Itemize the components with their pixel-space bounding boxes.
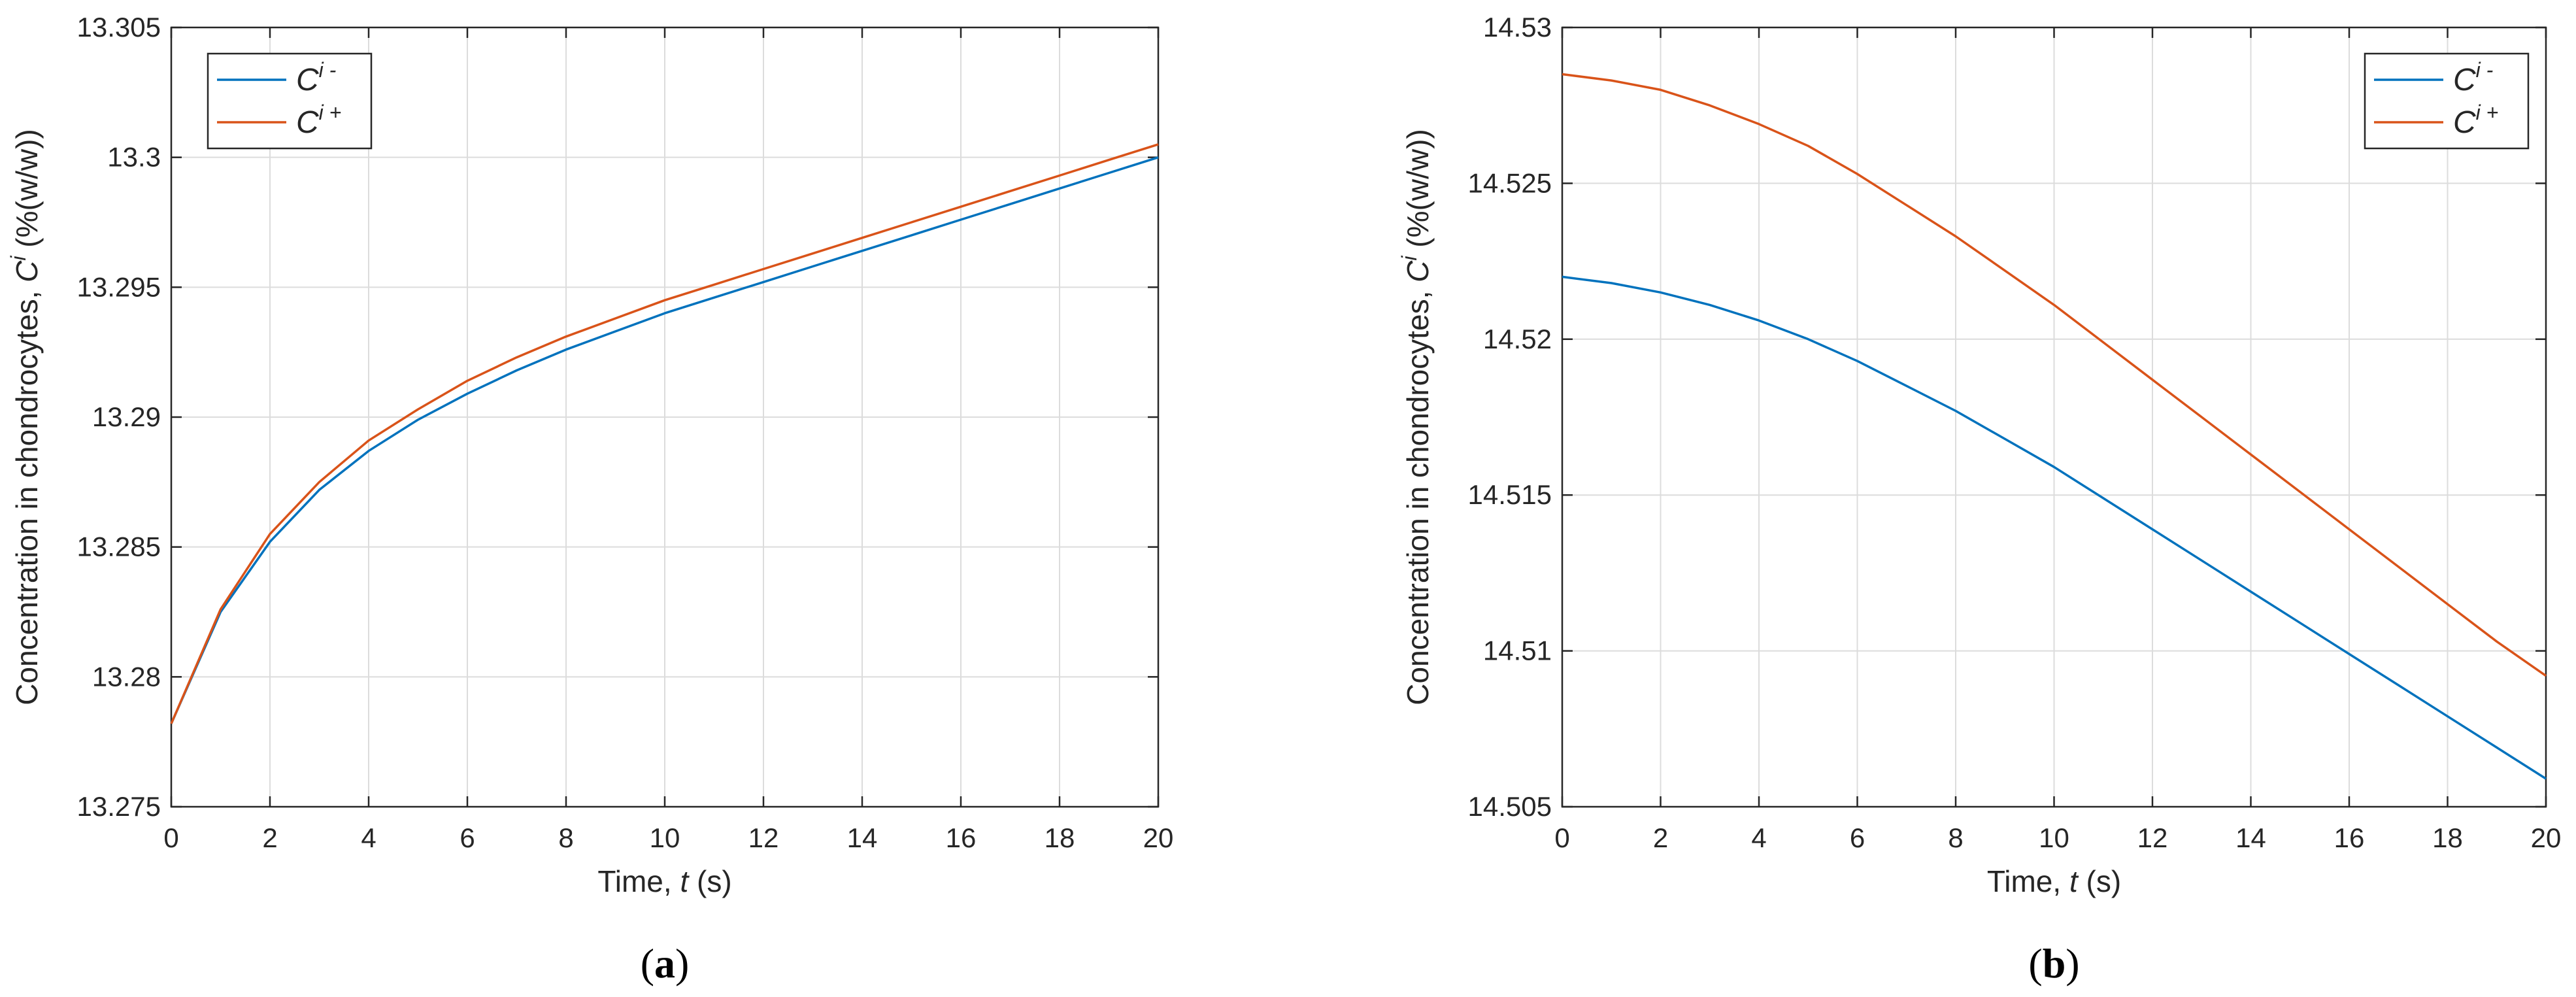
legend-entry-superscript: i - <box>2476 58 2494 82</box>
y-tick-label: 14.53 <box>1483 12 1552 42</box>
x-tick-label: 2 <box>1653 822 1668 853</box>
panel-label-letter: b <box>2043 940 2066 987</box>
legend-box <box>207 52 373 150</box>
legend-entry-superscript: i - <box>319 58 337 82</box>
legend-entry-ci-minus: Ci - <box>296 58 336 97</box>
x-tick-label: 8 <box>558 822 573 853</box>
x-tick-label: 18 <box>2432 822 2463 853</box>
y-tick-label: 14.515 <box>1468 479 1552 510</box>
x-tick-label: 6 <box>1850 822 1865 853</box>
y-axis-label-superscript: i <box>1397 256 1421 261</box>
panel-label-letter: a <box>654 940 675 987</box>
x-tick-label: 0 <box>1554 822 1569 853</box>
x-tick-label: 12 <box>748 822 779 853</box>
y-axis-label: Concentration in chondrocytes, Ci (%(w/w… <box>7 129 44 705</box>
legend: Ci -Ci + <box>207 52 373 150</box>
y-tick-label: 14.525 <box>1468 167 1552 198</box>
y-tick-label: 13.29 <box>92 401 161 432</box>
legend-entry-base: C <box>296 63 319 97</box>
panel-label-close: ) <box>2066 940 2079 987</box>
x-tick-label: 2 <box>262 822 277 853</box>
x-tick-label: 6 <box>460 822 475 853</box>
y-tick-label: 13.285 <box>77 532 161 562</box>
chart-panel-b: 0 2 4 6 8 10 12 14 16 18 20 14.505 14.51 14.515 14.52 1… <box>1397 12 2561 987</box>
x-tick-label: 10 <box>650 822 680 853</box>
x-tick-label: 0 <box>163 822 178 853</box>
x-tick-label: 14 <box>847 822 878 853</box>
panel-label: (a) <box>641 940 690 987</box>
legend-entry-ci-minus: Ci - <box>2453 58 2493 97</box>
panel-label-open: ( <box>2028 940 2042 987</box>
legend-entry-ci-plus: Ci + <box>296 101 341 140</box>
x-axis-label-variable: t <box>680 864 690 898</box>
panel-label: (b) <box>2028 940 2079 987</box>
y-tick-label: 13.295 <box>77 271 161 302</box>
y-tick-label: 14.52 <box>1483 324 1552 354</box>
x-axis-label: Time, t (s) <box>597 864 731 898</box>
chart-panel-a: 0 2 4 6 8 10 12 14 16 18 20 13.275 13.28 13.285 13.29 1… <box>7 12 1173 987</box>
x-tick-label: 16 <box>946 822 977 853</box>
y-tick-label: 13.275 <box>77 791 161 822</box>
series-line-ci-plus <box>1562 73 2547 677</box>
x-axis-label-text: Time, <box>597 864 680 898</box>
y-axis-label-text: Concentration in chondrocytes, <box>1401 282 1435 705</box>
legend-entry-superscript: i + <box>2476 101 2499 124</box>
y-tick-label: 13.28 <box>92 661 161 692</box>
y-tick-label: 14.505 <box>1468 791 1552 822</box>
y-axis-label-superscript: i <box>7 256 30 261</box>
x-tick-label: 12 <box>2137 822 2168 853</box>
y-axis-label-unit: (%(w/w)) <box>10 129 44 256</box>
x-tick-label: 16 <box>2334 822 2365 853</box>
y-axis-label-variable: C <box>10 260 44 282</box>
legend-entry-superscript: i + <box>319 101 342 124</box>
y-tick-label: 13.3 <box>107 142 161 173</box>
x-tick-label: 8 <box>1948 822 1963 853</box>
panel-label-open: ( <box>641 940 654 987</box>
y-axis-label-text: Concentration in chondrocytes, <box>10 282 44 705</box>
series-line-ci-minus <box>1562 275 2547 780</box>
y-tick-label: 13.305 <box>77 12 161 42</box>
x-tick-label: 20 <box>1143 822 1174 853</box>
panel-label-close: ) <box>675 940 689 987</box>
x-tick-label: 14 <box>2235 822 2266 853</box>
y-tick-label: 14.51 <box>1483 635 1552 666</box>
y-axis-label: Concentration in chondrocytes, Ci (%(w/w… <box>1397 129 1435 705</box>
x-axis-label-unit: (s) <box>688 864 731 898</box>
legend-box <box>2364 52 2530 150</box>
series-line-ci-minus <box>170 156 1159 724</box>
x-axis-label-unit: (s) <box>2078 864 2121 898</box>
x-tick-label: 4 <box>361 822 376 853</box>
legend: Ci -Ci + <box>2364 52 2530 150</box>
x-tick-label: 18 <box>1045 822 1075 853</box>
legend-entry-base: C <box>2453 63 2476 97</box>
legend-entry-base: C <box>296 105 319 140</box>
x-axis-label-variable: t <box>2069 864 2079 898</box>
x-axis-label-text: Time, <box>1987 864 2069 898</box>
y-axis-label-variable: C <box>1401 260 1435 282</box>
y-axis-label-unit: (%(w/w)) <box>1401 129 1435 256</box>
x-tick-label: 20 <box>2531 822 2562 853</box>
legend-entry-base: C <box>2453 105 2476 140</box>
x-tick-label: 4 <box>1751 822 1766 853</box>
x-tick-label: 10 <box>2039 822 2069 853</box>
legend-entry-ci-plus: Ci + <box>2453 101 2498 140</box>
series-line-ci-plus <box>170 143 1159 724</box>
x-axis-label: Time, t (s) <box>1987 864 2121 898</box>
